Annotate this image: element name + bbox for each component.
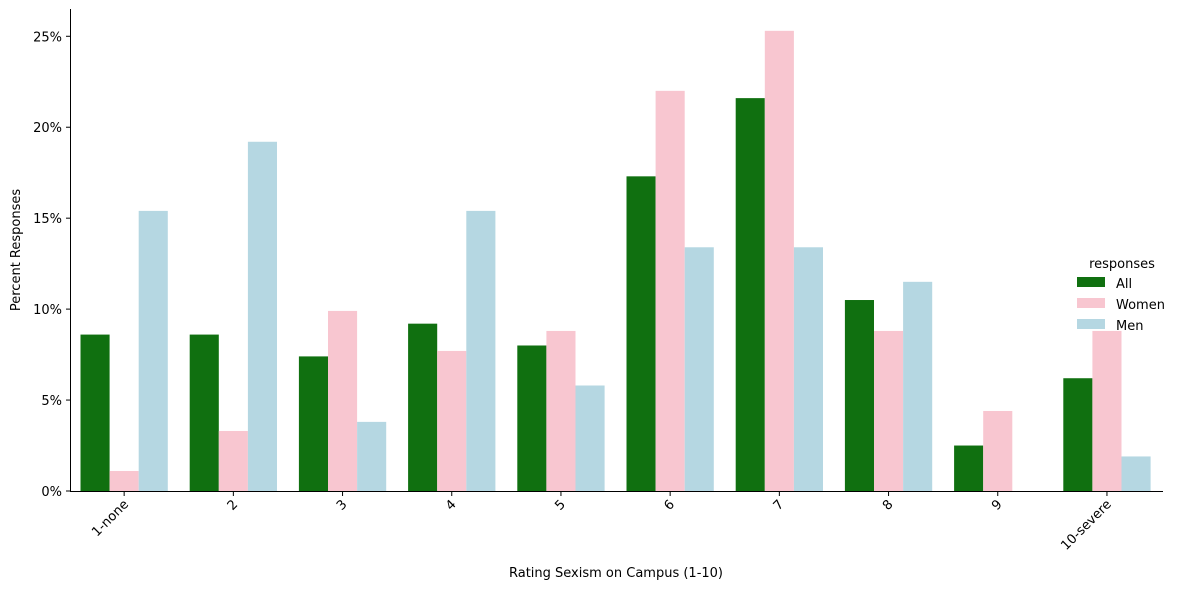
bar-women-9 <box>983 410 1013 491</box>
bar-men-1-none <box>138 210 168 491</box>
y-axis-title: Percent Responses <box>9 189 24 311</box>
y-tick-label: 25% <box>33 30 62 45</box>
bar-all-7 <box>735 98 765 492</box>
bar-all-10-severe <box>1063 378 1093 491</box>
bar-all-3 <box>298 356 328 491</box>
legend-title: responses <box>1089 257 1155 272</box>
bar-women-1-none <box>109 470 139 491</box>
bar-men-7 <box>793 247 823 491</box>
x-tick-label: 1-none <box>89 497 132 540</box>
y-tick-label: 15% <box>33 212 62 227</box>
bar-men-5 <box>575 385 605 491</box>
bar-men-3 <box>357 421 387 491</box>
bar-all-1-none <box>80 334 110 491</box>
legend-swatch-women <box>1077 298 1105 308</box>
x-tick-label: 2 <box>225 497 241 513</box>
bar-all-6 <box>626 176 656 491</box>
bar-men-8 <box>903 281 933 491</box>
y-tick-label: 20% <box>33 121 62 136</box>
x-tick-label: 8 <box>880 497 896 513</box>
x-tick-label: 7 <box>771 497 787 513</box>
bar-women-7 <box>764 30 794 491</box>
bar-all-2 <box>189 334 219 491</box>
x-tick-label: 4 <box>443 497 459 513</box>
legend-label-men: Men <box>1116 319 1143 334</box>
x-tick-label: 9 <box>989 497 1005 513</box>
bar-all-4 <box>408 323 438 491</box>
legend-label-women: Women <box>1116 298 1165 313</box>
bar-all-9 <box>954 445 984 491</box>
legend: responses All Women Men <box>1077 257 1165 334</box>
y-tick-label: 5% <box>41 394 62 409</box>
bar-women-3 <box>328 310 358 491</box>
legend-label-all: All <box>1116 277 1132 292</box>
legend-swatch-men <box>1077 319 1105 329</box>
y-axis: 0% 5% 10% 15% 20% 25% <box>33 30 71 500</box>
x-tick-label: 10-severe <box>1058 497 1114 553</box>
bar-women-5 <box>546 330 576 491</box>
bar-women-6 <box>655 90 685 491</box>
bar-women-4 <box>437 350 467 491</box>
bar-men-6 <box>684 247 714 491</box>
bar-men-2 <box>247 141 277 492</box>
x-tick-label: 3 <box>334 497 350 513</box>
x-axis-title: Rating Sexism on Campus (1-10) <box>509 566 723 581</box>
bar-women-8 <box>874 330 904 491</box>
x-tick-label: 6 <box>662 497 678 513</box>
x-axis: 1-none 2 3 4 5 6 7 8 9 10-severe <box>89 491 1115 554</box>
y-tick-label: 10% <box>33 303 62 318</box>
bar-men-10-severe <box>1121 456 1151 491</box>
bars-group <box>80 30 1151 492</box>
x-tick-label: 5 <box>552 497 568 513</box>
bar-women-10-severe <box>1092 330 1122 491</box>
legend-swatch-all <box>1077 277 1105 287</box>
bar-men-4 <box>466 210 496 491</box>
bar-women-2 <box>218 430 248 491</box>
y-tick-label: 0% <box>41 485 62 500</box>
bar-all-8 <box>844 300 874 491</box>
bar-all-5 <box>517 345 547 491</box>
